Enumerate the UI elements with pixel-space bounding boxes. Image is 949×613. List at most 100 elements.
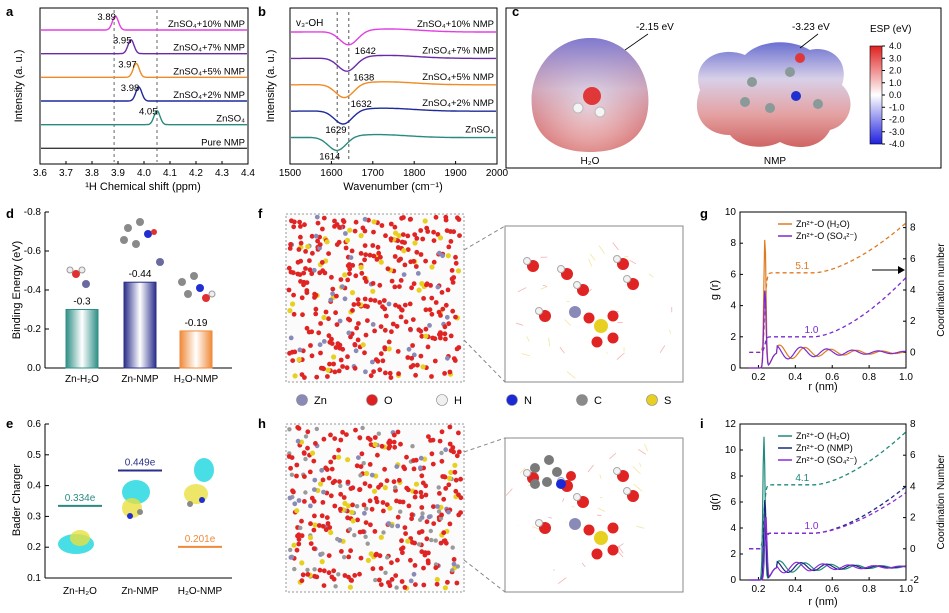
md-oxygen-atom — [428, 283, 433, 288]
esp-colorbar-title: ESP (eV) — [870, 24, 912, 35]
md-oxygen-atom — [336, 447, 341, 453]
md-legend-label: N — [524, 395, 532, 407]
md-oxygen-atom — [311, 546, 317, 551]
md-carbon-atom — [335, 536, 340, 542]
md-oxygen-atom — [324, 515, 330, 520]
md-oxygen-atom — [429, 374, 434, 379]
md-oxygen-atom — [377, 367, 383, 373]
md-background-bond — [566, 371, 576, 379]
md-oxygen-atom — [332, 218, 337, 224]
md-oxygen-atom — [438, 313, 443, 318]
md-oxygen-atom — [389, 577, 395, 582]
md-oxygen-atom — [307, 469, 313, 475]
md-oxygen-atom — [391, 432, 397, 438]
panel-i-y2-tick-label: 4 — [910, 481, 916, 492]
esp-colorbar-tick-label: 4.0 — [889, 41, 902, 51]
md-carbon-atom — [381, 530, 386, 535]
md-carbon-atom — [383, 570, 388, 575]
panel-d-value-label: -0.3 — [73, 297, 91, 308]
md-oxygen-atom — [395, 557, 400, 563]
md-oxygen-atom — [380, 500, 386, 505]
md-background-bond — [540, 286, 548, 290]
md-oxygen-atom — [438, 330, 443, 335]
md-oxygen-atom — [291, 224, 297, 230]
md-oxygen-atom — [298, 240, 304, 246]
md-zinc-atom — [328, 297, 334, 303]
md-background-bond — [564, 319, 572, 326]
nmp-oxygen-atom — [795, 53, 805, 63]
md-oxygen-atom — [451, 356, 457, 361]
md-zinc-atom — [308, 503, 313, 509]
panel-g-legend-label: Zn²⁺-O (SO₄²⁻) — [796, 231, 857, 241]
panel-g-ylabel: g (r) — [709, 280, 721, 300]
panel-b-series-line — [291, 81, 496, 99]
md-oxygen-atom — [442, 331, 448, 337]
panel-letter-b: b — [258, 4, 266, 19]
md-oxygen-atom — [346, 554, 352, 560]
panel-g-rdf-line — [749, 290, 906, 369]
md-oxygen-atom — [318, 365, 324, 371]
md-oxygen-atom — [438, 335, 443, 341]
md-carbon-atom — [418, 517, 423, 522]
md-zinc-atom — [451, 561, 457, 567]
md-oxygen-atom — [450, 280, 456, 285]
panel-a-x-tick-label: 4.0 — [137, 168, 151, 179]
panel-a-x-tick-label: 3.7 — [59, 168, 73, 179]
md-oxygen-atom — [400, 232, 406, 238]
panel-g-y-tick-label: 8 — [730, 238, 736, 249]
md-oxygen-atom — [296, 426, 302, 431]
md-legend-swatch — [296, 394, 308, 406]
md-carbon-atom — [365, 541, 370, 546]
md-oxygen-atom — [326, 570, 332, 576]
md-legend-label: S — [664, 395, 671, 407]
md-background-bond — [548, 337, 551, 347]
md-oxygen-atom — [353, 273, 359, 279]
md-oxygen-atom — [298, 258, 304, 264]
md-oxygen-atom — [453, 260, 459, 266]
panel-g-y2label: Coordination number — [936, 243, 947, 337]
md-oxygen-atom — [384, 478, 390, 484]
md-sulfur-atom — [292, 373, 298, 379]
md-sulfur-atom — [319, 559, 325, 565]
md-oxygen-atom — [343, 245, 349, 251]
md-oxygen-atom — [411, 466, 417, 472]
panel-c-esp: -2.15 eV H₂O -3.23 eV NMP ESP (eV) 4.0 3.… — [505, 7, 942, 169]
md-oxygen-atom — [313, 441, 318, 446]
md-oxygen-atom — [393, 302, 398, 308]
md-zinc-atom — [297, 347, 303, 353]
md-zinc-atom — [313, 233, 319, 239]
panel-g-x-tick-label: 0.8 — [862, 372, 876, 383]
md-oxygen-atom — [441, 496, 447, 502]
md-oxygen-atom — [362, 257, 367, 263]
md-oxygen-atom — [382, 345, 388, 350]
panel-letter-d: d — [6, 206, 14, 221]
panel-a-xlabel: ¹H Chemical shift (ppm) — [85, 181, 201, 193]
md-oxygen-atom — [286, 265, 292, 271]
panel-i-cn-annotation: 1.0 — [805, 521, 819, 532]
md-oxygen-atom — [372, 529, 378, 534]
md-oxygen-atom — [413, 372, 418, 378]
panel-d-y-tick-label: 0.0 — [27, 363, 41, 374]
panel-e-y-tick-label: 0.5 — [27, 450, 41, 461]
md-oxygen-atom — [378, 351, 384, 357]
md-oxygen-atom — [338, 357, 344, 363]
md-oxygen-atom — [355, 517, 360, 523]
md-oxygen-atom — [447, 424, 453, 430]
md-oxygen-atom — [301, 450, 307, 456]
md-oxygen-atom — [401, 464, 406, 470]
md-oxygen-atom — [375, 452, 380, 458]
md-oxygen-atom — [456, 345, 462, 350]
md-background-bond — [624, 255, 629, 258]
md-sulfur-atom — [401, 248, 407, 254]
md-oxygen-atom — [429, 311, 435, 317]
md-oxygen-atom — [320, 477, 326, 483]
md-oxygen-atom — [419, 333, 425, 339]
panel-e-value-label: 0.449e — [125, 458, 156, 469]
panel-d-bar — [65, 309, 99, 369]
md-oxygen-atom — [368, 522, 373, 528]
panel-g-y-tick-label: 4 — [730, 301, 736, 312]
md-sulfate-oxygen — [607, 522, 619, 534]
md-background-bond — [557, 577, 567, 585]
md-oxygen-atom — [354, 325, 360, 331]
panel-d-y-tick-label: -0.2 — [24, 324, 42, 335]
